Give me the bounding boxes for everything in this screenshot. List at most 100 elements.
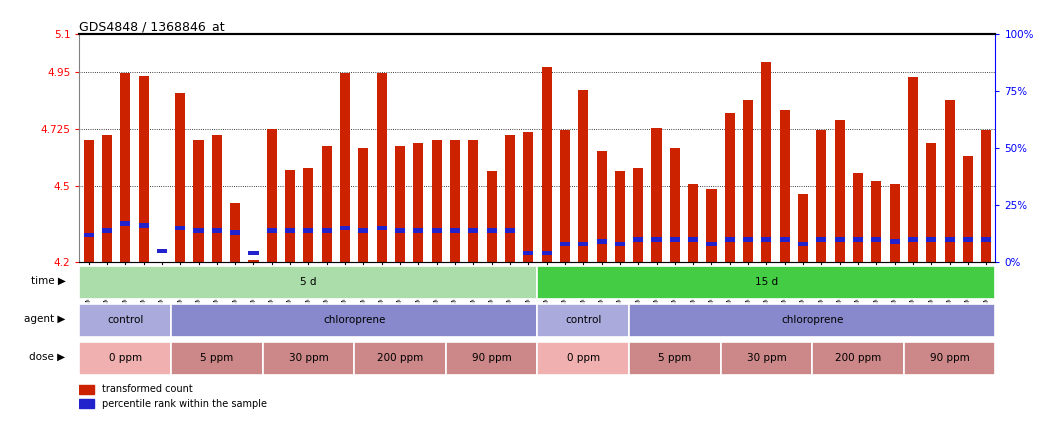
- Bar: [285, 170, 295, 262]
- Bar: [120, 221, 130, 226]
- Bar: [596, 151, 607, 262]
- Bar: [377, 226, 387, 230]
- Bar: [743, 100, 753, 262]
- Bar: [890, 184, 900, 262]
- FancyBboxPatch shape: [629, 342, 720, 375]
- Bar: [945, 237, 955, 242]
- Text: 90 ppm: 90 ppm: [471, 354, 511, 363]
- Bar: [779, 237, 790, 242]
- Text: 0 ppm: 0 ppm: [567, 354, 599, 363]
- Text: time ▶: time ▶: [31, 275, 66, 286]
- FancyBboxPatch shape: [263, 342, 354, 375]
- Bar: [872, 237, 881, 242]
- Bar: [175, 226, 185, 230]
- Text: control: control: [566, 316, 602, 325]
- Bar: [486, 171, 497, 262]
- Bar: [432, 140, 442, 262]
- Bar: [615, 242, 625, 246]
- Bar: [615, 171, 625, 262]
- FancyBboxPatch shape: [538, 266, 995, 299]
- Bar: [194, 228, 203, 233]
- Bar: [852, 173, 863, 262]
- Bar: [523, 251, 534, 255]
- FancyBboxPatch shape: [79, 266, 538, 299]
- Text: 30 ppm: 30 ppm: [288, 354, 328, 363]
- Bar: [834, 120, 845, 262]
- Bar: [688, 184, 698, 262]
- Bar: [432, 228, 442, 233]
- Bar: [779, 110, 790, 262]
- FancyBboxPatch shape: [629, 304, 995, 337]
- Bar: [834, 237, 845, 242]
- Bar: [322, 146, 331, 262]
- Text: 90 ppm: 90 ppm: [930, 354, 970, 363]
- Bar: [651, 128, 662, 262]
- Bar: [963, 156, 973, 262]
- Bar: [139, 76, 148, 262]
- Bar: [102, 135, 112, 262]
- Text: 5 ppm: 5 ppm: [200, 354, 233, 363]
- Bar: [303, 228, 313, 233]
- Bar: [872, 181, 881, 262]
- Bar: [761, 62, 772, 262]
- Bar: [578, 90, 589, 262]
- FancyBboxPatch shape: [446, 342, 538, 375]
- Bar: [79, 385, 93, 394]
- Text: 200 ppm: 200 ppm: [834, 354, 881, 363]
- Bar: [84, 140, 93, 262]
- FancyBboxPatch shape: [79, 304, 170, 337]
- Bar: [651, 237, 662, 242]
- Bar: [358, 228, 369, 233]
- Bar: [724, 237, 735, 242]
- Bar: [212, 228, 222, 233]
- Bar: [743, 237, 753, 242]
- FancyBboxPatch shape: [903, 342, 995, 375]
- Bar: [908, 77, 918, 262]
- Bar: [468, 140, 479, 262]
- Bar: [908, 237, 918, 242]
- FancyBboxPatch shape: [79, 342, 170, 375]
- Bar: [340, 226, 351, 230]
- Bar: [798, 242, 808, 246]
- Bar: [596, 239, 607, 244]
- Bar: [982, 130, 991, 262]
- Bar: [468, 228, 479, 233]
- Bar: [450, 228, 460, 233]
- Bar: [79, 399, 93, 408]
- Bar: [139, 223, 148, 228]
- Bar: [982, 237, 991, 242]
- Bar: [175, 93, 185, 262]
- Text: chloroprene: chloroprene: [782, 316, 843, 325]
- Bar: [194, 140, 203, 262]
- FancyBboxPatch shape: [354, 342, 446, 375]
- Bar: [963, 237, 973, 242]
- Text: GDS4848 / 1368846_at: GDS4848 / 1368846_at: [79, 20, 226, 33]
- Bar: [816, 237, 826, 242]
- Bar: [541, 251, 552, 255]
- Bar: [413, 228, 424, 233]
- Bar: [945, 100, 955, 262]
- FancyBboxPatch shape: [170, 342, 263, 375]
- Text: 30 ppm: 30 ppm: [747, 354, 787, 363]
- Bar: [927, 143, 936, 262]
- FancyBboxPatch shape: [538, 342, 629, 375]
- Text: transformed count: transformed count: [102, 385, 193, 394]
- Text: 0 ppm: 0 ppm: [109, 354, 142, 363]
- Bar: [523, 132, 534, 262]
- Bar: [505, 135, 515, 262]
- Bar: [212, 135, 222, 262]
- Bar: [413, 143, 424, 262]
- Bar: [633, 237, 643, 242]
- Text: percentile rank within the sample: percentile rank within the sample: [102, 399, 267, 409]
- Text: 5 ppm: 5 ppm: [659, 354, 692, 363]
- Bar: [267, 129, 276, 262]
- Bar: [669, 148, 680, 262]
- Bar: [798, 194, 808, 262]
- Text: agent ▶: agent ▶: [24, 313, 66, 324]
- Bar: [157, 249, 167, 253]
- Bar: [340, 73, 351, 262]
- Bar: [816, 130, 826, 262]
- Text: control: control: [107, 316, 143, 325]
- Bar: [249, 260, 258, 262]
- Bar: [560, 242, 570, 246]
